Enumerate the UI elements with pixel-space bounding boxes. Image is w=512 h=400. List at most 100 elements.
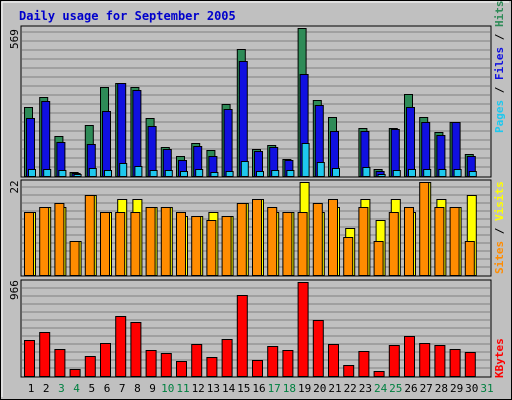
sites-bar [282, 212, 293, 276]
day-label: 1 [28, 382, 35, 395]
sites-bar [419, 182, 430, 276]
day-label: 11 [176, 382, 189, 395]
pages-bar [119, 163, 128, 177]
pages-bar [392, 170, 401, 177]
pages-bar [210, 172, 219, 177]
kbytes-bar [252, 360, 263, 377]
kbytes-bar [343, 365, 355, 377]
sites-bar [312, 203, 323, 276]
pages-bar [240, 161, 249, 177]
kbytes-bar [84, 356, 96, 377]
day-label: 21 [328, 382, 341, 395]
legend-hits: Hits [493, 1, 506, 28]
files-bar [238, 61, 248, 177]
files-bar [390, 129, 400, 177]
pages-bar [225, 171, 234, 177]
sites-bar [206, 220, 217, 276]
day-label: 12 [192, 382, 205, 395]
kbytes-bar [434, 345, 446, 377]
sites-bar [100, 212, 110, 276]
pages-bar [58, 170, 67, 177]
sites-bar [358, 207, 369, 276]
chart-title: Daily usage for September 2005 [19, 9, 236, 23]
pages-bar [164, 170, 173, 177]
kbytes-bar [388, 345, 400, 377]
day-labels: 1 2 3 4 5 6 7 8 9 10 11 12 13 14 15 16 17 18 19 20 21 22 23 24 2… [28, 382, 494, 395]
day-label: 22 [344, 382, 357, 395]
pages-bar [362, 167, 371, 177]
kbytes-bar [39, 332, 51, 377]
kbytes-bar [115, 316, 127, 377]
day-label: 18 [283, 382, 296, 395]
legend-visits-panel: Sites / Visits [493, 181, 506, 274]
legend-files: Files [493, 47, 506, 80]
sites-bar [434, 207, 445, 276]
visits-ymax-label: 22 [8, 180, 21, 193]
pages-bar [134, 166, 143, 177]
pages-bar [28, 169, 36, 177]
files-bar [406, 107, 415, 177]
kbytes-bar [69, 369, 81, 377]
pages-bar [423, 169, 432, 177]
day-label: 23 [359, 382, 372, 395]
day-label: 17 [268, 382, 281, 395]
sites-bar [160, 207, 171, 276]
day-label: 24 [374, 382, 388, 395]
sites-bar [252, 199, 262, 276]
day-label: 20 [313, 382, 326, 395]
files-bar [451, 122, 461, 177]
files-bar [223, 109, 233, 177]
kbytes-bar [221, 339, 233, 377]
day-label: 28 [435, 382, 448, 395]
kbytes-bar [236, 295, 248, 377]
day-label: 29 [450, 382, 463, 395]
kbytes-bar [328, 344, 339, 377]
pages-bar [468, 171, 477, 177]
kbytes-bar [312, 320, 324, 377]
kbytes-bar [206, 357, 218, 377]
sites-bar [373, 241, 384, 276]
day-label: 10 [161, 382, 174, 395]
pages-bar [104, 170, 112, 177]
kbytes-bar [373, 371, 385, 377]
files-bar [102, 111, 111, 177]
day-label: 4 [73, 382, 80, 395]
sites-bar [267, 207, 278, 276]
day-label: 14 [222, 382, 236, 395]
sites-bar [54, 203, 65, 276]
day-label: 8 [134, 382, 141, 395]
day-label: 16 [252, 382, 265, 395]
legend-kbytes: KBytes [493, 338, 506, 378]
sites-bar [69, 241, 80, 276]
day-label: 6 [104, 382, 111, 395]
day-label: 7 [119, 382, 126, 395]
pages-bar [286, 170, 295, 177]
sites-bar [236, 203, 247, 276]
files-bar [41, 101, 51, 177]
bars [24, 28, 477, 377]
day-label: 9 [149, 382, 156, 395]
kbytes-ymax-label: 966 [8, 280, 21, 300]
sites-bar [130, 212, 141, 276]
day-label: 26 [404, 382, 417, 395]
files-bar [132, 90, 142, 177]
pages-bar [316, 162, 325, 177]
sites-bar [328, 199, 338, 276]
kbytes-bar [130, 322, 142, 377]
pages-bar [453, 169, 462, 177]
kbytes-bar [297, 282, 309, 377]
sites-bar [343, 237, 354, 276]
day-label: 31 [480, 382, 493, 395]
pages-bar [180, 171, 188, 177]
sites-bar [449, 207, 460, 276]
pages-bar [73, 174, 82, 177]
kbytes-bar [145, 350, 157, 377]
sites-bar [191, 216, 202, 276]
sites-bar [388, 212, 399, 276]
pages-bar [408, 169, 416, 177]
legend-visits: Visits [493, 181, 506, 221]
legend-hits-panel: Pages / Files / Hits [493, 1, 506, 134]
kbytes-bar [464, 352, 476, 377]
day-label: 30 [465, 382, 478, 395]
kbytes-bar [100, 343, 111, 377]
